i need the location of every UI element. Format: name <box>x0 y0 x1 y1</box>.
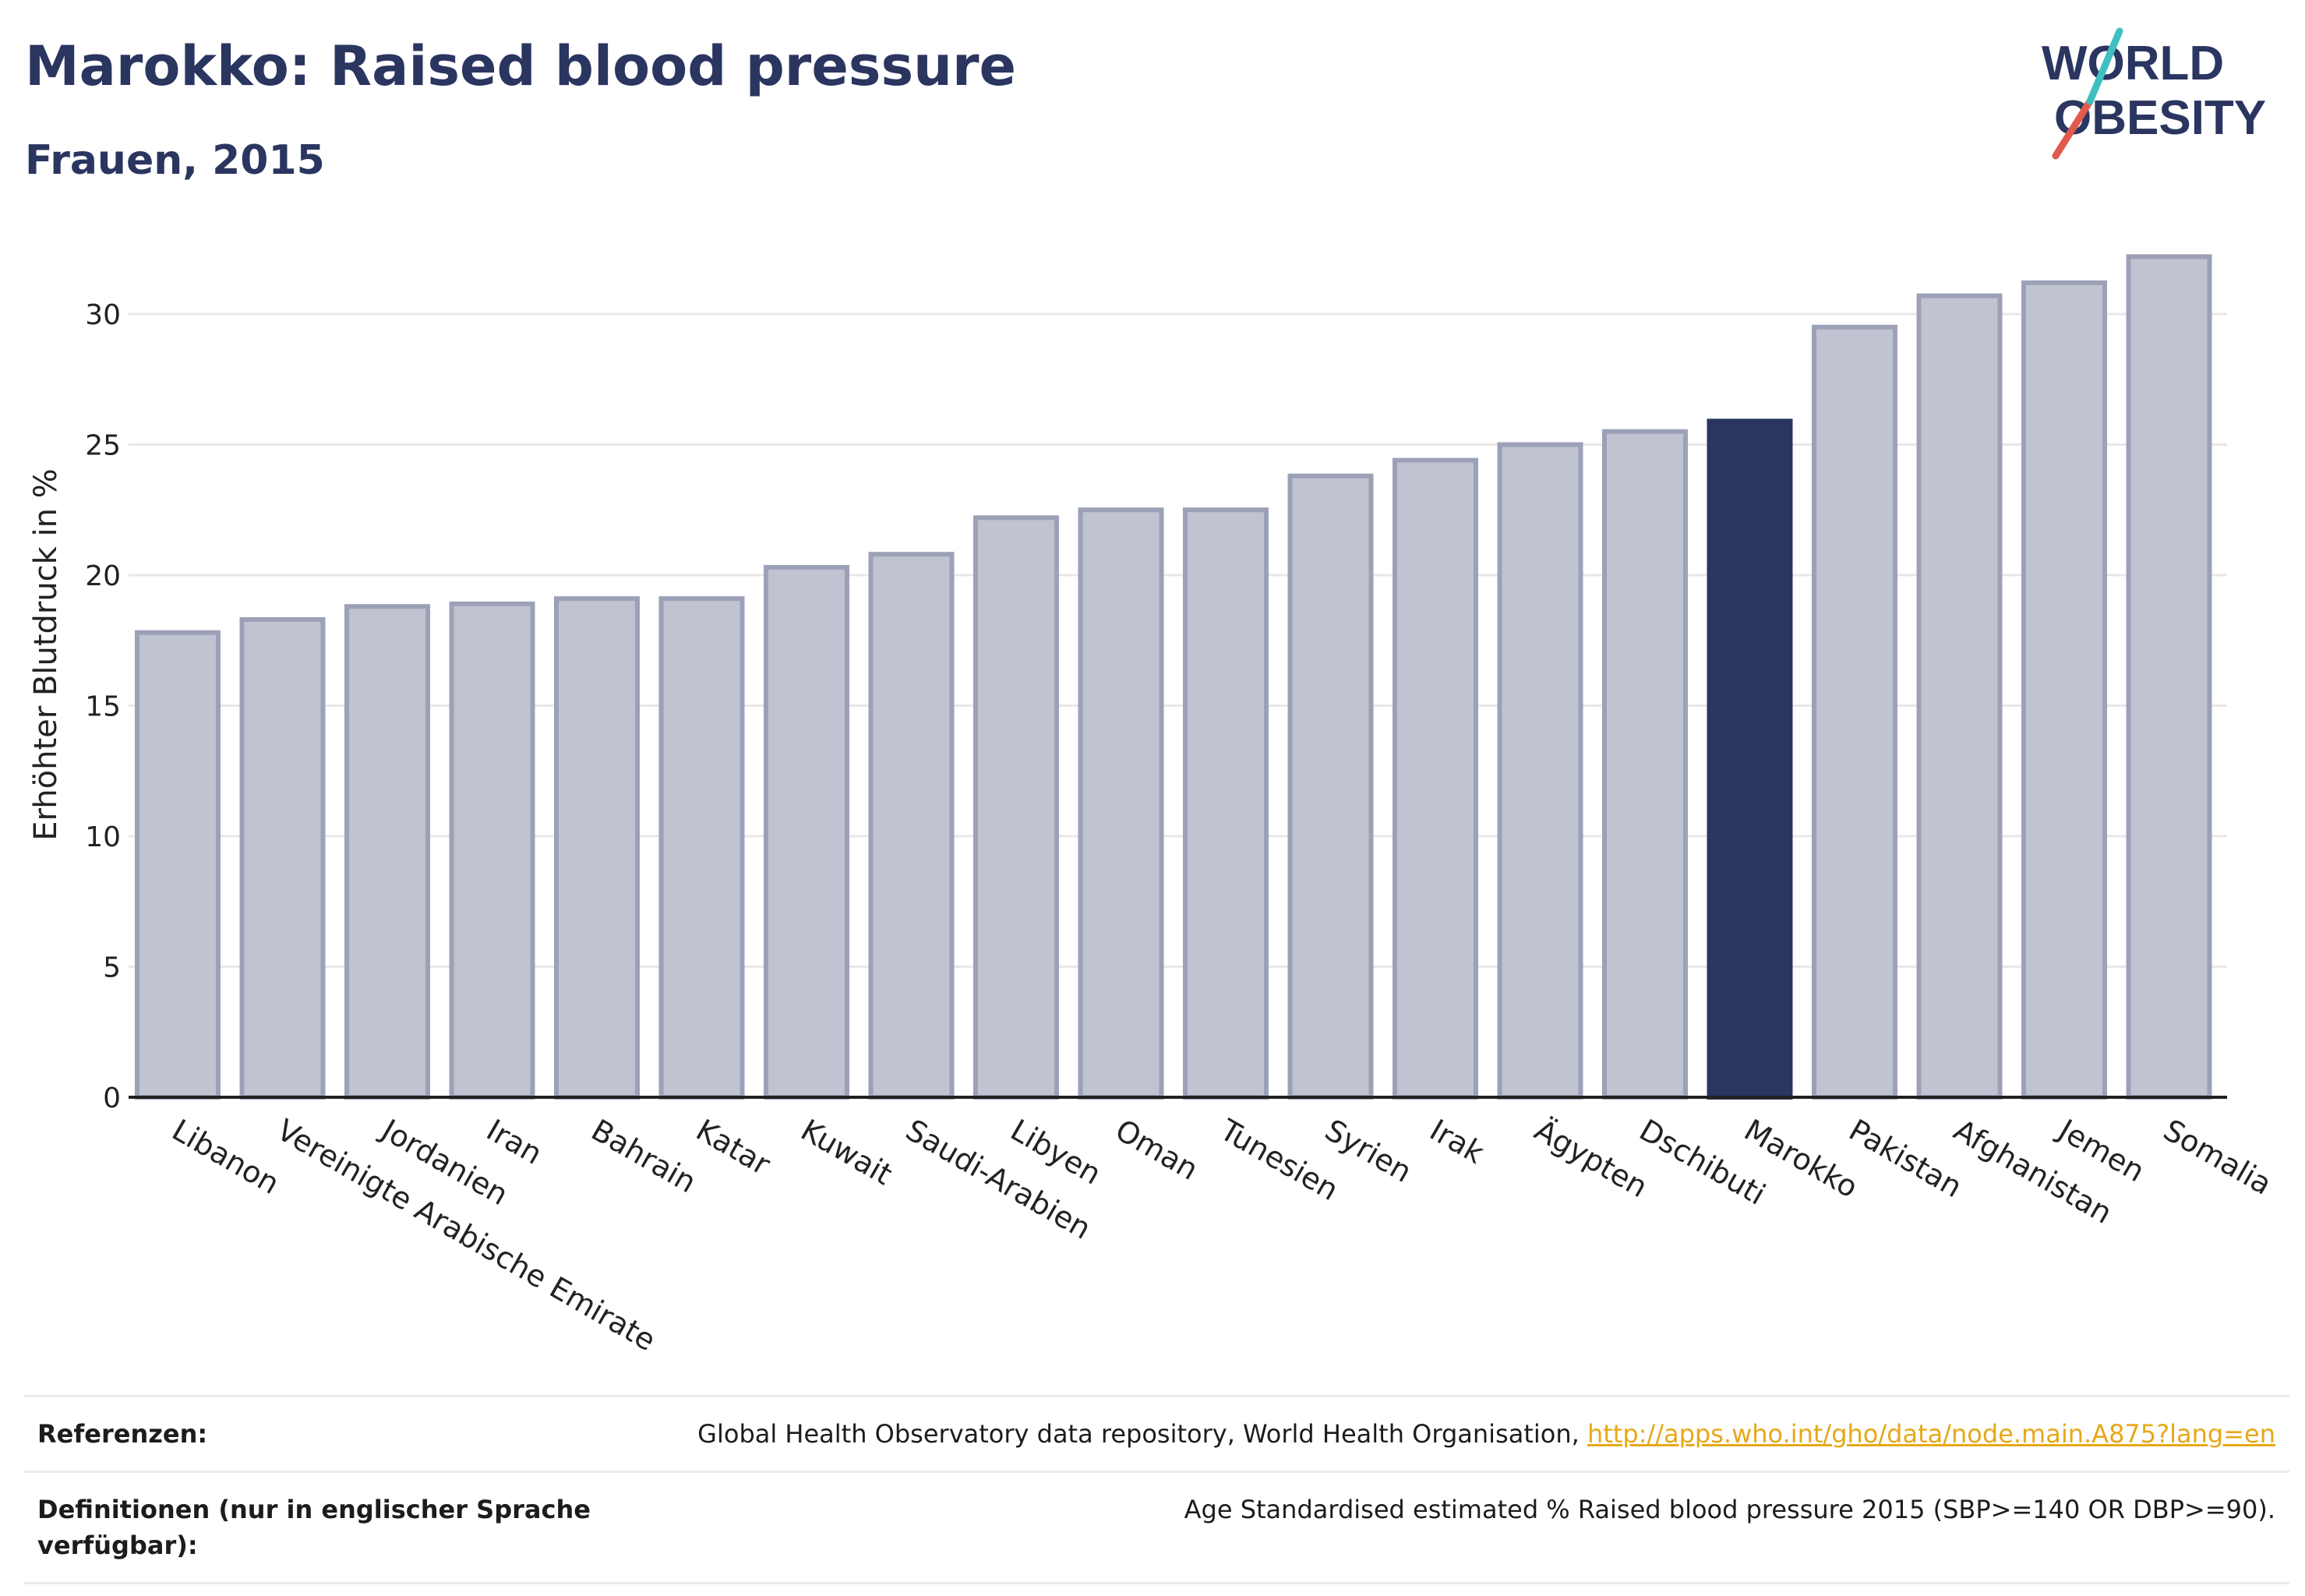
bar-vereinigte-arabische-emirate <box>239 616 326 1100</box>
y-tick-label: 15 <box>85 691 121 723</box>
page-subtitle: Frauen, 2015 <box>25 137 325 184</box>
world-obesity-logo: WORLD OBESITY <box>2042 27 2266 160</box>
logo-slash-red <box>2052 97 2094 160</box>
definitions-label: Definitionen (nur in englischer Sprache … <box>23 1471 612 1584</box>
x-tick-label: Oman <box>1110 1113 1204 1187</box>
bar-oman <box>1078 507 1164 1100</box>
x-tick-label: Tunesien <box>1214 1112 1344 1207</box>
references-value: Global Health Observatory data repositor… <box>612 1395 2289 1473</box>
bar-iran <box>449 601 535 1100</box>
x-tick-label: Iran <box>481 1113 548 1171</box>
bar-irak <box>1393 457 1478 1100</box>
x-tick-label: Kuwait <box>796 1113 898 1192</box>
y-axis-label: Erhöhter Blutdruck in % <box>28 468 64 840</box>
bar-ägypten <box>1497 442 1583 1100</box>
bar-syrien <box>1287 473 1374 1100</box>
y-tick-label: 20 <box>85 560 121 592</box>
x-tick-label: Libanon <box>167 1113 285 1201</box>
y-tick-label: 5 <box>103 952 121 984</box>
grid-layer <box>129 312 2227 968</box>
bar-somalia <box>2126 254 2212 1100</box>
references-table: Referenzen: Global Health Observatory da… <box>23 1395 2289 1584</box>
bar-marokko <box>1707 418 1793 1100</box>
x-tick-label: Ägypten <box>1529 1113 1654 1205</box>
bar-layer <box>135 254 2212 1100</box>
bar-libyen <box>973 515 1059 1100</box>
x-tick-label: Pakistan <box>1844 1113 1968 1205</box>
bar-katar <box>658 596 745 1100</box>
y-tick-label: 25 <box>85 430 121 462</box>
bar-kuwait <box>764 564 849 1100</box>
bar-pakistan <box>1812 324 1897 1100</box>
definitions-value: Age Standardised estimated % Raised bloo… <box>612 1471 2289 1584</box>
x-tick-label: Somalia <box>2158 1113 2278 1202</box>
x-tick-label: Bahrain <box>586 1113 702 1200</box>
page-title: Marokko: Raised blood pressure <box>25 34 1016 98</box>
bar-jemen <box>2021 280 2107 1100</box>
references-link[interactable]: http://apps.who.int/gho/data/node.main.A… <box>1587 1419 2275 1449</box>
bar-dschibuti <box>1602 429 1688 1100</box>
references-label: Referenzen: <box>23 1395 612 1473</box>
y-tick-labels: 0 5 10 15 20 25 30 <box>85 299 121 1114</box>
bar-jordanien <box>344 604 430 1100</box>
x-tick-label: Katar <box>690 1113 776 1182</box>
references-row: Referenzen: Global Health Observatory da… <box>23 1395 2289 1473</box>
bar-afghanistan <box>1916 293 2003 1100</box>
y-tick-label: 10 <box>85 821 121 853</box>
logo-slash-teal <box>2086 27 2123 105</box>
x-tick-label: Saudi-Arabien <box>900 1113 1096 1246</box>
bar-saudi-arabien <box>868 552 955 1100</box>
y-tick-label: 30 <box>85 299 121 331</box>
bar-tunesien <box>1183 507 1269 1100</box>
y-tick-label: 0 <box>103 1082 121 1114</box>
bar-bahrain <box>554 596 640 1100</box>
references-text: Global Health Observatory data repositor… <box>697 1419 1587 1449</box>
logo-line1: WORLD <box>2042 37 2224 90</box>
x-tick-label: Irak <box>1424 1113 1490 1171</box>
bar-libanon <box>135 630 221 1100</box>
definitions-row: Definitionen (nur in englischer Sprache … <box>23 1471 2289 1584</box>
